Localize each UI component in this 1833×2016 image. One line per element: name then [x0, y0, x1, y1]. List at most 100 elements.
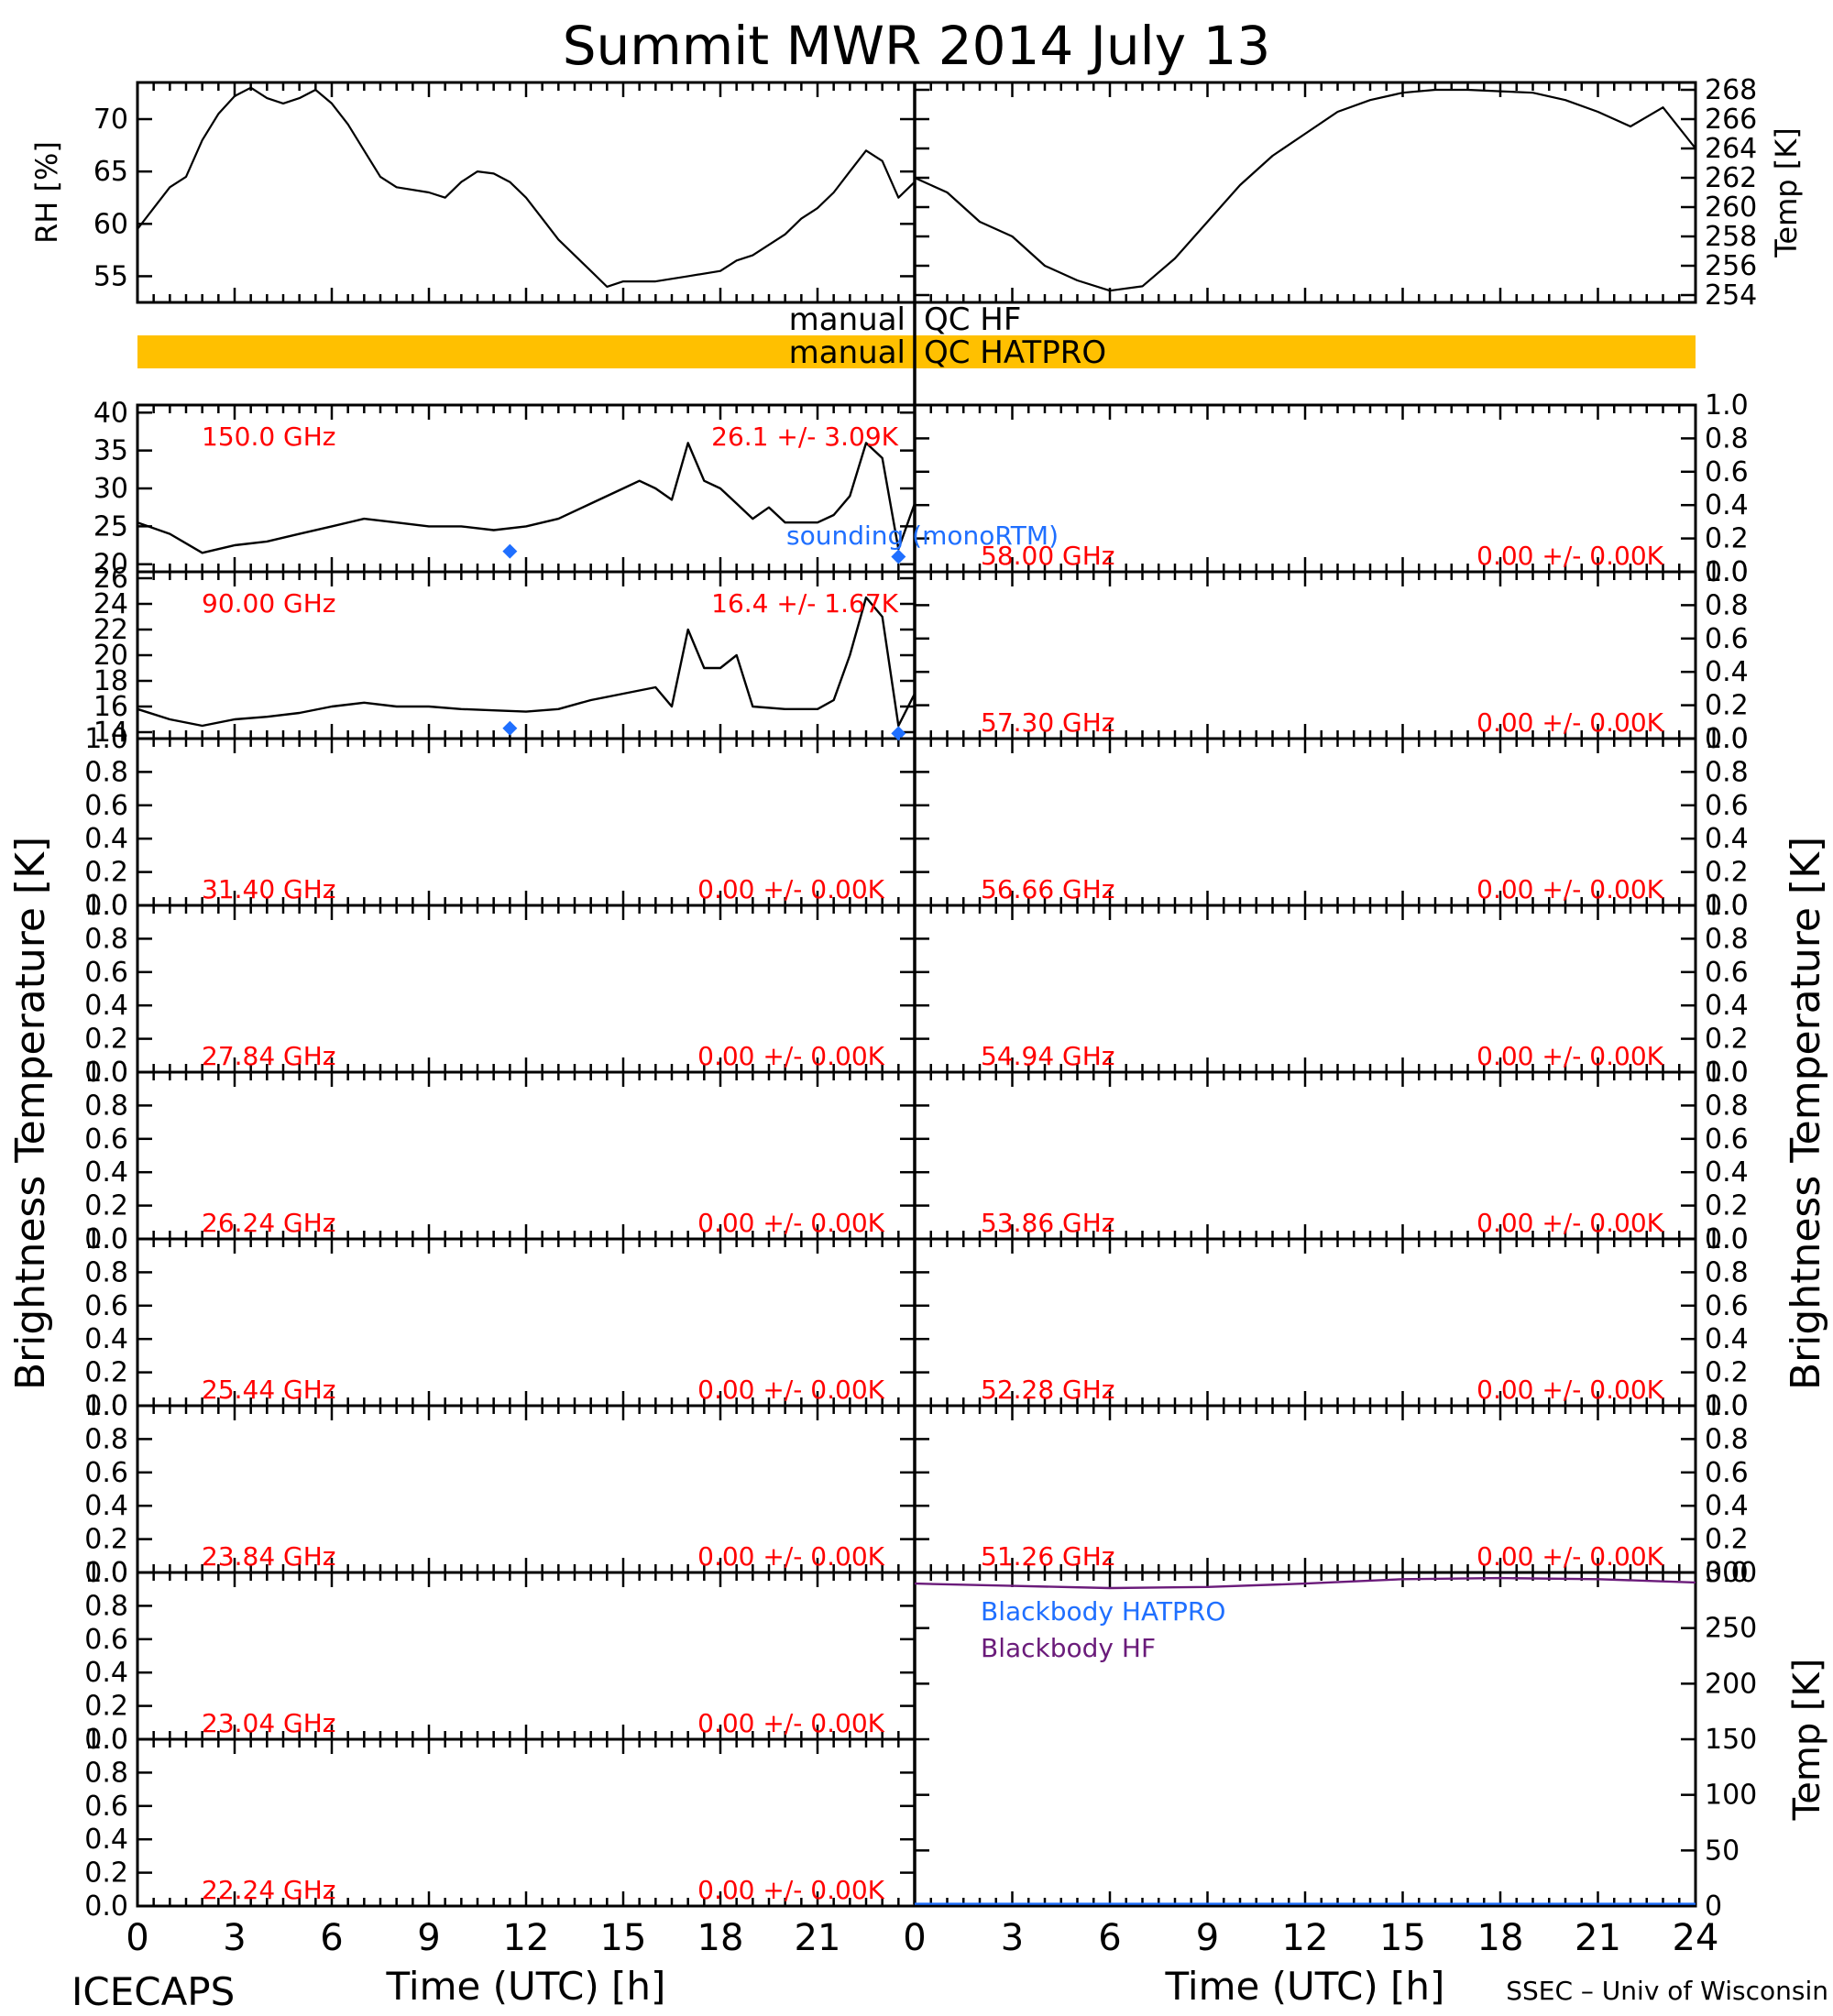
y-tick-label: 0.0 — [84, 1557, 128, 1589]
channel-stats-label: 0.00 +/- 0.00K — [1476, 1208, 1663, 1238]
channel-stats-label: 0.00 +/- 0.00K — [697, 1041, 884, 1071]
y-tick-label: 1.0 — [1705, 1057, 1749, 1089]
y-tick-label: 0 — [1705, 1890, 1722, 1923]
sfc-temp-axis-label: Temp [K] — [1769, 127, 1804, 257]
y-tick-label: 150 — [1705, 1724, 1757, 1756]
y-tick-label: 0.4 — [84, 990, 128, 1022]
channel-freq-label: 54.94 GHz — [981, 1041, 1115, 1071]
y-tick-label: 0.4 — [84, 823, 128, 855]
y-tick-label: 0.0 — [84, 1390, 128, 1422]
channel-freq-label: 23.84 GHz — [202, 1541, 336, 1572]
y-tick-label: 20 — [93, 640, 128, 672]
channel-stats-label: 0.00 +/- 0.00K — [1476, 1541, 1663, 1572]
y-tick-label: 0.6 — [1705, 957, 1749, 989]
y-tick-label: 254 — [1705, 279, 1757, 312]
y-tick-label: 1.0 — [1705, 890, 1749, 922]
y-tick-label: 1.0 — [84, 1223, 128, 1255]
y-tick-label: 0.6 — [1705, 1457, 1749, 1489]
y-tick-label: 0.8 — [1705, 422, 1749, 455]
y-tick-label: 264 — [1705, 133, 1757, 165]
x-tick-label: 0 — [903, 1917, 926, 1959]
y-tick-label: 0.4 — [84, 1323, 128, 1355]
y-tick-label: 0.2 — [1705, 1190, 1749, 1222]
y-tick-label: 0.4 — [1705, 990, 1749, 1022]
y-tick-label: 0.4 — [1705, 656, 1749, 688]
y-tick-label: 0.0 — [1705, 1557, 1749, 1589]
channel-freq-label: 25.44 GHz — [202, 1375, 336, 1405]
blackbody-axis-label: Temp [K] — [1786, 1659, 1828, 1822]
y-tick-label: 1.0 — [84, 1724, 128, 1756]
y-tick-label: 60 — [93, 208, 128, 240]
y-tick-label: 200 — [1705, 1668, 1757, 1700]
y-tick-label: 1.0 — [1705, 1390, 1749, 1422]
y-tick-label: 70 — [93, 104, 128, 136]
chart-title: Summit MWR 2014 July 13 — [563, 15, 1271, 77]
channel-freq-label: 53.86 GHz — [981, 1208, 1115, 1238]
y-tick-label: 0.0 — [1705, 1057, 1749, 1089]
y-tick-label: 0.8 — [1705, 923, 1749, 955]
y-tick-label: 0.8 — [84, 1590, 128, 1622]
y-tick-label: 0.8 — [1705, 589, 1749, 621]
y-title-left: Brightness Temperature [K] — [7, 837, 54, 1390]
y-tick-label: 26 — [93, 563, 128, 595]
qc-hf-label-right: QC HF — [924, 301, 1021, 338]
channel-freq-label: 52.28 GHz — [981, 1375, 1115, 1405]
y-tick-label: 0.0 — [1705, 890, 1749, 922]
y-tick-label: 268 — [1705, 74, 1757, 106]
channel-freq-label: 51.26 GHz — [981, 1541, 1115, 1572]
y-tick-label: 0.6 — [84, 1290, 128, 1322]
y-tick-label: 0.2 — [84, 1357, 128, 1389]
y-tick-label: 0.2 — [84, 857, 128, 889]
y-tick-label: 0.2 — [1705, 857, 1749, 889]
y-tick-label: 0.6 — [84, 1791, 128, 1823]
y-tick-label: 1.0 — [84, 1557, 128, 1589]
y-tick-label: 0.4 — [1705, 1323, 1749, 1355]
y-tick-label: 0.0 — [1705, 723, 1749, 755]
y-tick-label: 250 — [1705, 1613, 1757, 1645]
x-axis-label-left: Time (UTC) [h] — [386, 1964, 666, 2009]
channel-stats-label: 0.00 +/- 0.00K — [697, 1208, 884, 1238]
y-tick-label: 0.6 — [1705, 790, 1749, 822]
channel-stats-label: 0.00 +/- 0.00K — [697, 1541, 884, 1572]
x-tick-label: 6 — [320, 1917, 343, 1959]
blackbody-hf-line — [914, 1576, 1696, 1590]
y-tick-label: 55 — [93, 260, 128, 292]
y-tick-label: 0.4 — [1705, 823, 1749, 855]
rh-panel — [136, 81, 916, 304]
x-tick-label: 18 — [697, 1917, 744, 1959]
y-tick-label: 0.6 — [1705, 1123, 1749, 1156]
y-tick-label: 0.6 — [1705, 1290, 1749, 1322]
tb-line-3 — [137, 596, 916, 728]
qc-hatpro-label-left: manual — [789, 334, 906, 371]
y-tick-label: 300 — [1705, 1557, 1757, 1589]
y-tick-label: 0.4 — [84, 1490, 128, 1522]
y-tick-label: 18 — [93, 665, 128, 697]
y-tick-label: 0.8 — [84, 1090, 128, 1122]
footer-ssec: SSEC – Univ of Wisconsin — [1506, 1976, 1828, 2006]
channel-stats-label: 16.4 +/- 1.67K — [711, 588, 898, 619]
y-tick-label: 65 — [93, 156, 128, 188]
y-tick-label: 0.6 — [84, 1457, 128, 1489]
y-tick-label: 0.2 — [84, 1691, 128, 1723]
x-tick-label: 3 — [223, 1917, 246, 1959]
y-tick-label: 20 — [93, 549, 128, 581]
y-tick-label: 0.2 — [1705, 1357, 1749, 1389]
y-tick-label: 1.0 — [84, 890, 128, 922]
y-tick-label: 0.2 — [84, 1024, 128, 1056]
qc-hatpro-label-right: QC HATPRO — [924, 334, 1106, 371]
y-tick-label: 1.0 — [1705, 1223, 1749, 1255]
y-tick-label: 0.4 — [84, 1824, 128, 1856]
y-tick-label: 14 — [93, 717, 128, 749]
qc-hf-label-left: manual — [789, 301, 906, 338]
y-tick-label: 0.0 — [84, 1890, 128, 1923]
channel-freq-label: 22.24 GHz — [202, 1875, 336, 1905]
y-tick-label: 256 — [1705, 250, 1757, 282]
legend-blackbody-hf: Blackbody HF — [981, 1633, 1156, 1663]
channel-stats-label: 26.1 +/- 3.09K — [711, 422, 898, 452]
y-tick-label: 0.0 — [84, 1724, 128, 1756]
y-tick-label: 0.6 — [1705, 456, 1749, 488]
y-tick-label: 266 — [1705, 104, 1757, 136]
y-tick-label: 35 — [93, 435, 128, 467]
channel-stats-label: 0.00 +/- 0.00K — [697, 874, 884, 904]
x-tick-label: 12 — [503, 1917, 550, 1959]
